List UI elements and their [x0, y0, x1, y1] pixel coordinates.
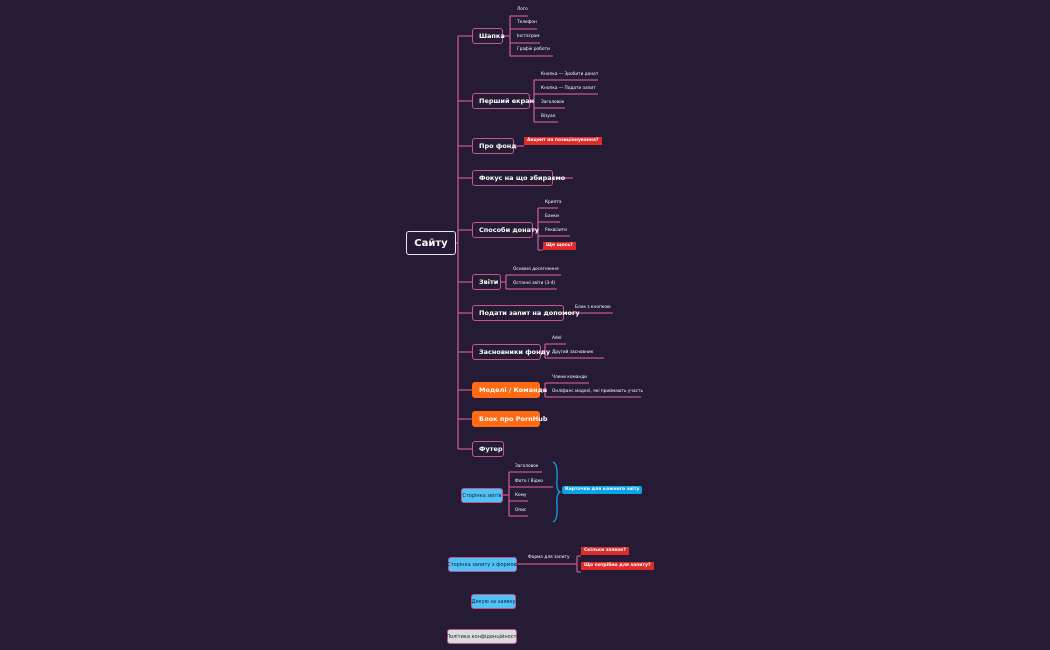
summary-tag[interactable]: Карточки для кожного звіту [562, 486, 643, 494]
leaf[interactable]: Заголовок [541, 100, 565, 105]
leaf[interactable]: Телефон [517, 20, 537, 25]
leaf[interactable]: Графік роботи [517, 47, 550, 52]
question-tag[interactable]: Ще щось? [543, 242, 576, 250]
leaf[interactable]: Останні звіти (3-4) [513, 281, 556, 286]
node-founders[interactable]: Засновники фонду [472, 344, 550, 360]
leaf[interactable]: Візуал [541, 114, 556, 119]
node-request-help[interactable]: Подати запит на допомогу [472, 305, 580, 321]
leaf[interactable]: Основні досягнення [513, 267, 559, 272]
leaf[interactable]: Adel [552, 336, 562, 341]
node-focus[interactable]: Фокус на що збираємо [472, 170, 565, 186]
leaf[interactable]: Кнопка — Зробити донат [541, 72, 599, 77]
leaf[interactable]: Кнопка — Подати запит [541, 86, 596, 91]
question-tag[interactable]: Акцент на позиціонування? [524, 137, 602, 145]
leaf[interactable]: Члени команди [552, 375, 587, 380]
root-node[interactable]: Сайту [406, 231, 456, 255]
reports-page-node[interactable]: Сторінка звітів [461, 488, 503, 503]
node-about[interactable]: Про фонд [472, 138, 516, 154]
leaf[interactable]: Другий засновник [552, 350, 594, 355]
leaf[interactable]: Лого [517, 7, 528, 12]
node-header[interactable]: Шапка [472, 28, 505, 44]
request-page-node[interactable]: Сторінка запиту з формою [447, 557, 518, 572]
leaf[interactable]: Реквізити [545, 228, 567, 233]
leaf[interactable]: Інстаграм [517, 34, 540, 39]
node-footer[interactable]: Футер [472, 441, 504, 457]
leaf[interactable]: Фото / Відео [515, 479, 544, 484]
leaf[interactable]: Крипта [545, 200, 562, 205]
privacy-page-node[interactable]: Політика конфіденційності [446, 629, 518, 644]
question-tag[interactable]: Скільки заявок? [581, 547, 629, 555]
leaf[interactable]: Заголовок [515, 464, 539, 469]
leaf[interactable]: Опис [515, 508, 527, 513]
leaf[interactable]: Блок з кнопкою [575, 305, 611, 310]
node-pornhub[interactable]: Блок про PornHub [472, 411, 548, 427]
leaf[interactable]: Кому [515, 493, 527, 498]
node-reports[interactable]: Звіти [472, 274, 501, 290]
node-models-team[interactable]: Моделі / Команда [472, 382, 547, 398]
leaf[interactable]: Форма для запиту [528, 555, 570, 560]
leaf[interactable]: Онліфанс моделі, які приймають участь [552, 389, 644, 394]
question-tag[interactable]: Що потрібно для запиту? [581, 562, 654, 570]
thanks-page-node[interactable]: Дякую за заявку [471, 594, 516, 609]
leaf[interactable]: Банки [545, 214, 559, 219]
node-donate-methods[interactable]: Способи донату [472, 222, 539, 238]
node-hero[interactable]: Перший екран [472, 93, 534, 109]
